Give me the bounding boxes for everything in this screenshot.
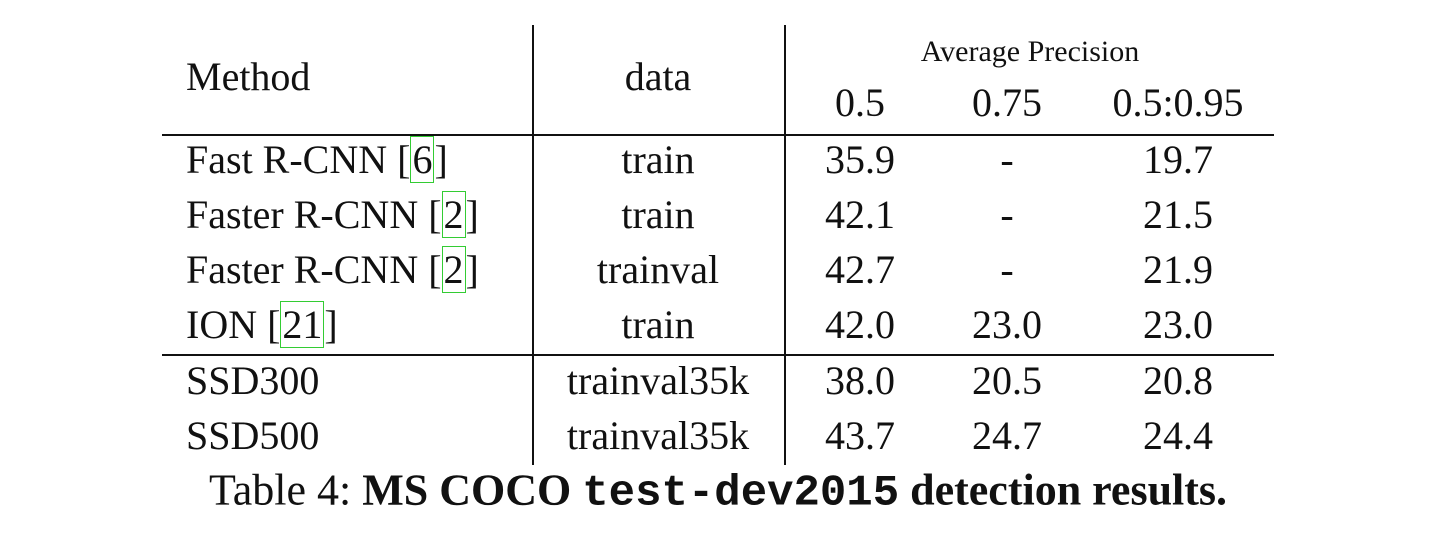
method-cell: SSD500 — [186, 416, 319, 456]
header-data: data — [624, 54, 692, 99]
data-cell: trainval35k — [566, 413, 750, 458]
value-cell: 42.0 — [825, 302, 895, 347]
header-sub: 0.75 — [972, 80, 1042, 125]
method-text: Fast R-CNN [ — [186, 137, 411, 182]
group-rule — [162, 354, 1274, 356]
method-text: ] — [465, 192, 479, 237]
header-sub: 0.5 — [835, 80, 885, 125]
citation: 6 — [410, 136, 435, 183]
value-cell: 24.4 — [1143, 413, 1213, 458]
caption: Table 4: MS COCO test-dev2015 detection … — [208, 465, 1228, 519]
value-cell: 23.0 — [972, 302, 1042, 347]
method-text: Faster R-CNN [ — [186, 192, 442, 237]
value-cell: 21.5 — [1143, 192, 1213, 237]
method-cell: SSD300 — [186, 361, 319, 401]
method-text: Faster R-CNN [ — [186, 247, 442, 292]
value-cell: - — [1000, 192, 1014, 237]
citation: 2 — [441, 246, 466, 293]
method-text: SSD500 — [186, 413, 320, 458]
header-group: Average Precision — [920, 35, 1140, 68]
value-cell: 24.7 — [972, 413, 1042, 458]
caption-bold: detection results. — [899, 465, 1228, 515]
header-method: Method — [186, 54, 311, 99]
data-cell: trainval35k — [566, 358, 750, 403]
citation: 2 — [441, 191, 466, 238]
caption-code: test-dev2015 — [582, 468, 900, 519]
caption-bold: MS COCO — [362, 465, 583, 515]
value-cell: 35.9 — [825, 137, 895, 182]
value-cell: 20.8 — [1143, 358, 1213, 403]
value-cell: 42.7 — [825, 247, 895, 292]
method-text: ] — [434, 137, 448, 182]
value-cell: - — [1000, 137, 1014, 182]
method-cell: ION [21] — [186, 301, 338, 348]
method-text: ] — [465, 247, 479, 292]
method-cell: Faster R-CNN [2] — [186, 246, 479, 293]
method-cell: Faster R-CNN [2] — [186, 191, 479, 238]
method-cell: Fast R-CNN [6] — [186, 136, 448, 183]
column-rule — [784, 25, 786, 465]
value-cell: 19.7 — [1143, 137, 1213, 182]
method-text: ] — [324, 302, 338, 347]
header-rule — [162, 134, 1274, 136]
method-text: ION [ — [186, 302, 281, 347]
column-rule — [532, 25, 534, 465]
data-cell: trainval — [596, 247, 720, 292]
caption-label: Table 4: — [208, 465, 363, 515]
data-cell: train — [621, 192, 695, 237]
data-cell: train — [621, 302, 695, 347]
method-text: SSD300 — [186, 358, 320, 403]
value-cell: 43.7 — [825, 413, 895, 458]
value-cell: 21.9 — [1143, 247, 1213, 292]
citation: 21 — [280, 301, 325, 348]
value-cell: 23.0 — [1143, 302, 1213, 347]
value-cell: 38.0 — [825, 358, 895, 403]
value-cell: 20.5 — [972, 358, 1042, 403]
value-cell: - — [1000, 247, 1014, 292]
value-cell: 42.1 — [825, 192, 895, 237]
header-sub: 0.5:0.95 — [1112, 80, 1244, 125]
data-cell: train — [621, 137, 695, 182]
